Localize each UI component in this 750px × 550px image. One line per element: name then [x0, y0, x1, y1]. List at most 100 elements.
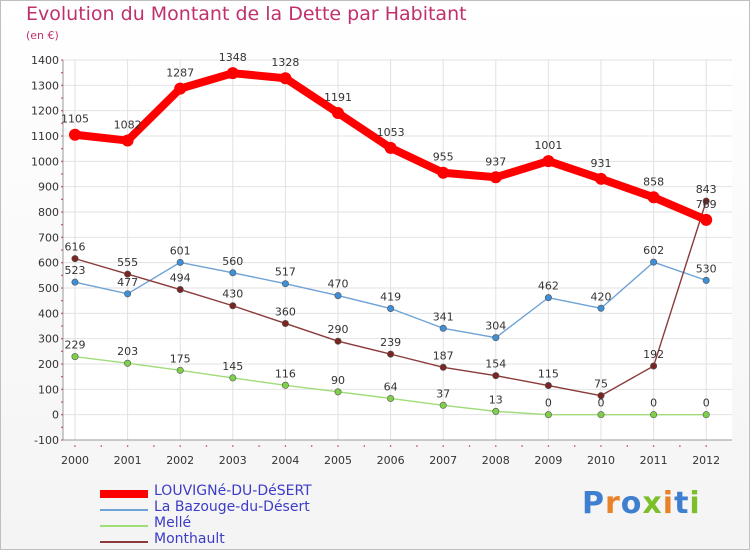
x-minor-tick [363, 445, 366, 447]
y-minor-tick [61, 198, 63, 201]
y-minor-tick [61, 287, 63, 289]
y-minor-tick [61, 312, 63, 315]
data-point [439, 363, 447, 371]
y-minor-tick [61, 299, 63, 302]
data-label: 858 [643, 175, 664, 188]
y-tick-label: 0 [52, 409, 59, 422]
y-minor-tick [61, 160, 63, 163]
x-tick-label: 2012 [692, 454, 720, 467]
legend-label: Monthault [154, 531, 225, 547]
data-point [279, 72, 292, 85]
logo-letter: i [662, 486, 675, 521]
legend-swatch [100, 509, 148, 511]
legend-label: LOUVIGNé-DU-DéSERT [154, 483, 312, 499]
y-minor-tick [61, 413, 63, 416]
data-point [124, 290, 132, 298]
data-label: 931 [591, 157, 612, 170]
data-label: 843 [696, 183, 717, 196]
x-tick-label: 2006 [377, 454, 405, 467]
y-minor-tick [61, 426, 63, 429]
data-label: 239 [380, 336, 401, 349]
x-tick-label: 2007 [429, 454, 457, 467]
x-minor-tick [573, 445, 576, 447]
data-point [281, 319, 289, 327]
logo-letter: P [582, 486, 605, 521]
x-minor-tick [126, 445, 129, 447]
data-point [489, 171, 502, 184]
data-label: 602 [643, 244, 664, 257]
data-label: 304 [485, 320, 506, 333]
data-point [597, 304, 605, 312]
x-minor-tick [389, 445, 392, 447]
x-tick-label: 2008 [482, 454, 510, 467]
y-minor-tick [61, 211, 63, 213]
x-minor-tick [258, 445, 260, 447]
y-tick-label: 500 [38, 282, 59, 295]
x-minor-tick [679, 445, 681, 447]
data-point [71, 353, 79, 361]
data-label: 955 [433, 151, 454, 164]
y-tick-label: 1200 [31, 105, 59, 118]
data-point [595, 172, 607, 185]
data-label: 154 [485, 358, 506, 371]
y-minor-tick [61, 350, 63, 353]
x-minor-tick [652, 445, 655, 447]
x-tick-label: 2003 [219, 454, 247, 467]
y-minor-tick [61, 84, 63, 87]
data-point [544, 294, 552, 302]
x-minor-tick [74, 445, 76, 447]
data-label: 37 [436, 387, 450, 400]
x-minor-tick [232, 445, 234, 447]
data-point [226, 67, 239, 80]
data-label: 494 [170, 272, 191, 285]
data-point [334, 337, 342, 345]
data-label: 13 [489, 393, 503, 406]
data-point [647, 191, 660, 204]
y-tick-label: 1100 [31, 130, 59, 143]
data-label: 0 [703, 397, 710, 410]
y-minor-tick [61, 337, 63, 340]
y-tick-label: 800 [38, 206, 59, 219]
data-label: 523 [65, 264, 86, 277]
y-tick-label: 100 [38, 383, 59, 396]
y-minor-tick [61, 249, 63, 251]
data-point [176, 286, 184, 294]
data-point [332, 106, 344, 119]
logo-letter: r [605, 486, 621, 521]
data-label: 601 [170, 244, 191, 257]
data-label: 616 [65, 241, 86, 254]
x-tick-label: 2009 [534, 454, 562, 467]
y-minor-tick [61, 388, 63, 391]
x-tick-label: 2005 [324, 454, 352, 467]
data-label: 419 [380, 291, 401, 304]
data-point [174, 82, 187, 95]
data-point [387, 305, 395, 313]
data-label: 462 [538, 280, 559, 293]
data-point [384, 141, 397, 154]
data-label: 115 [538, 368, 559, 381]
data-point [492, 334, 500, 342]
data-label: 75 [594, 378, 608, 391]
data-label: 477 [117, 276, 138, 289]
legend-label: La Bazouge-du-Désert [154, 499, 310, 515]
data-label: 1105 [61, 113, 89, 126]
y-minor-tick [61, 261, 63, 264]
data-label: 90 [331, 374, 345, 387]
data-point [281, 381, 289, 389]
y-minor-tick [61, 173, 63, 175]
y-minor-tick [61, 135, 63, 137]
data-label: 560 [222, 255, 243, 268]
logo-letter: t [674, 486, 690, 521]
data-point [437, 166, 450, 179]
chart-subtitle: (en €) [26, 29, 59, 42]
data-point [650, 411, 658, 419]
y-tick-label: 400 [38, 307, 59, 320]
data-point [597, 392, 605, 400]
data-point [71, 255, 79, 263]
y-tick-label: 300 [38, 333, 59, 346]
y-minor-tick [61, 439, 63, 441]
y-tick-label: 700 [38, 231, 59, 244]
data-label: 290 [328, 323, 349, 336]
y-minor-tick [61, 71, 63, 74]
data-point [700, 213, 713, 226]
